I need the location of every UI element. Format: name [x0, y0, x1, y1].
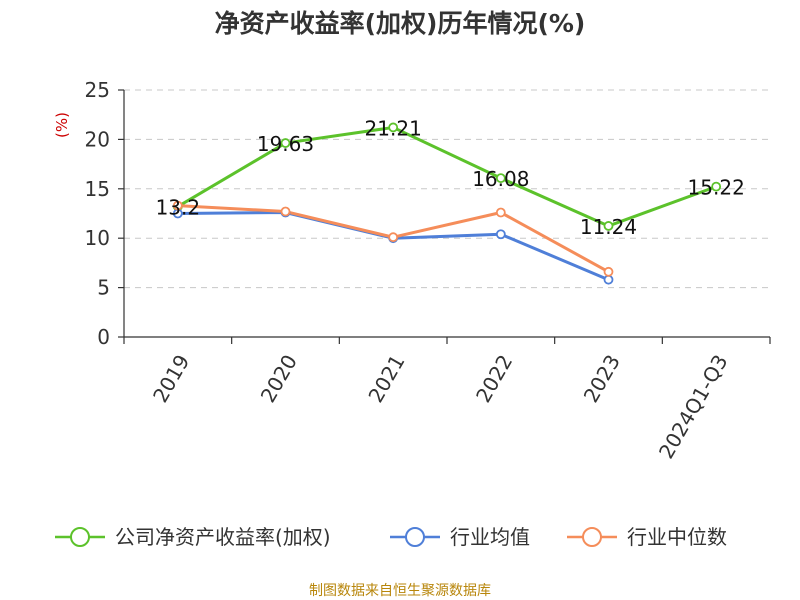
data-label: 16.08	[472, 167, 529, 191]
legend-swatch-marker	[70, 527, 90, 547]
axes: 0 5 10 15 20 25 2019 2020 2021 2022 2023 2024Q1-Q3	[85, 78, 771, 463]
data-point-2	[280, 206, 291, 217]
data-point-2	[388, 232, 399, 243]
y-axis-unit-label: (%)	[53, 112, 71, 138]
series-line-0	[177, 125, 717, 228]
x-tick-label: 2024Q1-Q3	[654, 351, 733, 463]
legend-item[interactable]: 行业均值	[390, 525, 530, 549]
data-labels: 13.2 19.63 21.21 16.08 11.24 15.22	[156, 116, 745, 239]
data-point-0	[388, 122, 399, 133]
y-tick-label: 20	[85, 127, 110, 151]
legend-item[interactable]: 行业中位数	[567, 525, 727, 549]
x-tick-label: 2021	[363, 351, 409, 407]
data-point-0	[280, 138, 291, 148]
legend: 公司净资产收益率(加权) 行业均值 行业中位数	[55, 525, 727, 549]
legend-label: 公司净资产收益率(加权)	[115, 525, 331, 549]
y-tick-label: 5	[97, 276, 110, 300]
legend-label: 行业中位数	[627, 525, 727, 549]
legend-swatch-marker	[582, 527, 602, 547]
y-tick-label: 25	[85, 78, 110, 102]
legend-item[interactable]: 公司净资产收益率(加权)	[55, 525, 331, 549]
data-label: 21.21	[365, 116, 422, 140]
y-tick-label: 0	[97, 325, 110, 349]
data-label: 13.2	[156, 196, 201, 220]
x-tick-label: 2020	[256, 351, 302, 407]
data-point-0	[495, 173, 506, 184]
data-point-2	[603, 266, 614, 277]
y-tick-label: 10	[85, 226, 110, 250]
legend-label: 行业均值	[450, 525, 530, 549]
data-label: 19.63	[257, 132, 314, 156]
data-point-1	[495, 229, 506, 240]
data-point-0	[711, 181, 722, 192]
source-note: 制图数据来自恒生聚源数据库	[309, 583, 491, 599]
series-line-1	[177, 211, 610, 282]
chart-title: 净资产收益率(加权)历年情况(%)	[215, 9, 586, 38]
data-point-0	[603, 221, 614, 231]
data-label: 11.24	[580, 215, 637, 239]
data-point-2	[495, 207, 506, 218]
x-tick-label: 2022	[471, 351, 517, 407]
legend-swatch-marker	[405, 527, 425, 547]
x-tick-label: 2023	[579, 351, 625, 407]
x-tick-label: 2019	[148, 351, 194, 407]
series-group	[172, 122, 722, 285]
y-tick-label: 15	[85, 177, 110, 201]
data-label: 15.22	[688, 176, 745, 200]
data-point-2	[172, 200, 183, 211]
grid-lines	[124, 89, 770, 289]
data-point-1	[603, 274, 614, 285]
